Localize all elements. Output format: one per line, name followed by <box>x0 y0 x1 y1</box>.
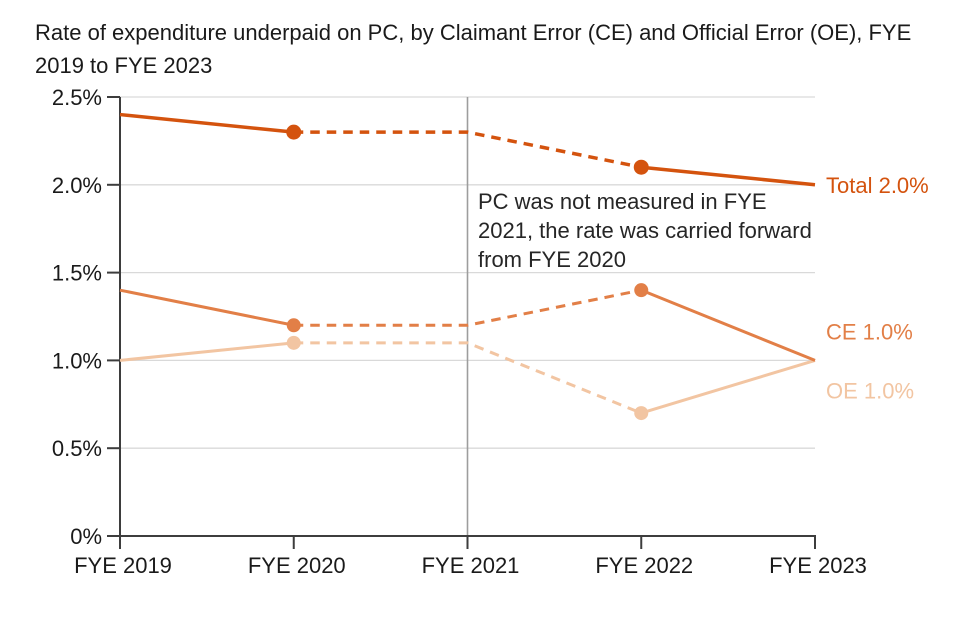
series-line-ce-dashed <box>293 288 642 327</box>
series-line-total-solid <box>641 165 816 187</box>
series-end-label-ce: CE 1.0% <box>826 319 913 344</box>
series-marker-ce <box>286 318 301 333</box>
annotation-text: PC was not measured in FYE 2021, the rat… <box>478 189 812 272</box>
chart-title: Rate of expenditure underpaid on PC, by … <box>35 20 912 78</box>
x-axis-label: FYE 2020 <box>248 553 346 578</box>
series-line-total-dashed <box>293 130 642 169</box>
series-line-total-solid <box>119 112 294 134</box>
series-marker-total <box>286 124 302 140</box>
x-axis-label: FYE 2023 <box>769 553 867 578</box>
x-axis-label: FYE 2022 <box>595 553 693 578</box>
series-end-label-oe: OE 1.0% <box>826 378 914 403</box>
series-line-oe-dashed <box>293 341 642 415</box>
y-axis-tick-label: 0.5% <box>52 436 102 461</box>
series-marker-oe <box>634 406 649 421</box>
series-line-ce-solid <box>119 288 295 327</box>
y-axis-tick-label: 2.0% <box>52 173 102 198</box>
series-line-oe-solid <box>119 341 294 362</box>
series-line-oe-solid <box>640 358 816 415</box>
x-axis-label: FYE 2019 <box>74 553 172 578</box>
series-line-ce-solid <box>640 288 816 362</box>
y-axis-tick-label: 0% <box>70 524 102 549</box>
series-marker-oe <box>286 335 301 350</box>
y-axis-tick-label: 1.5% <box>52 261 102 286</box>
y-axis-tick-label: 1.0% <box>52 348 102 373</box>
y-axis-tick-label: 2.5% <box>52 85 102 110</box>
series-marker-ce <box>634 283 649 298</box>
series-end-label-total: Total 2.0% <box>826 173 929 198</box>
series-marker-total <box>633 159 649 175</box>
x-axis-label: FYE 2021 <box>422 553 520 578</box>
